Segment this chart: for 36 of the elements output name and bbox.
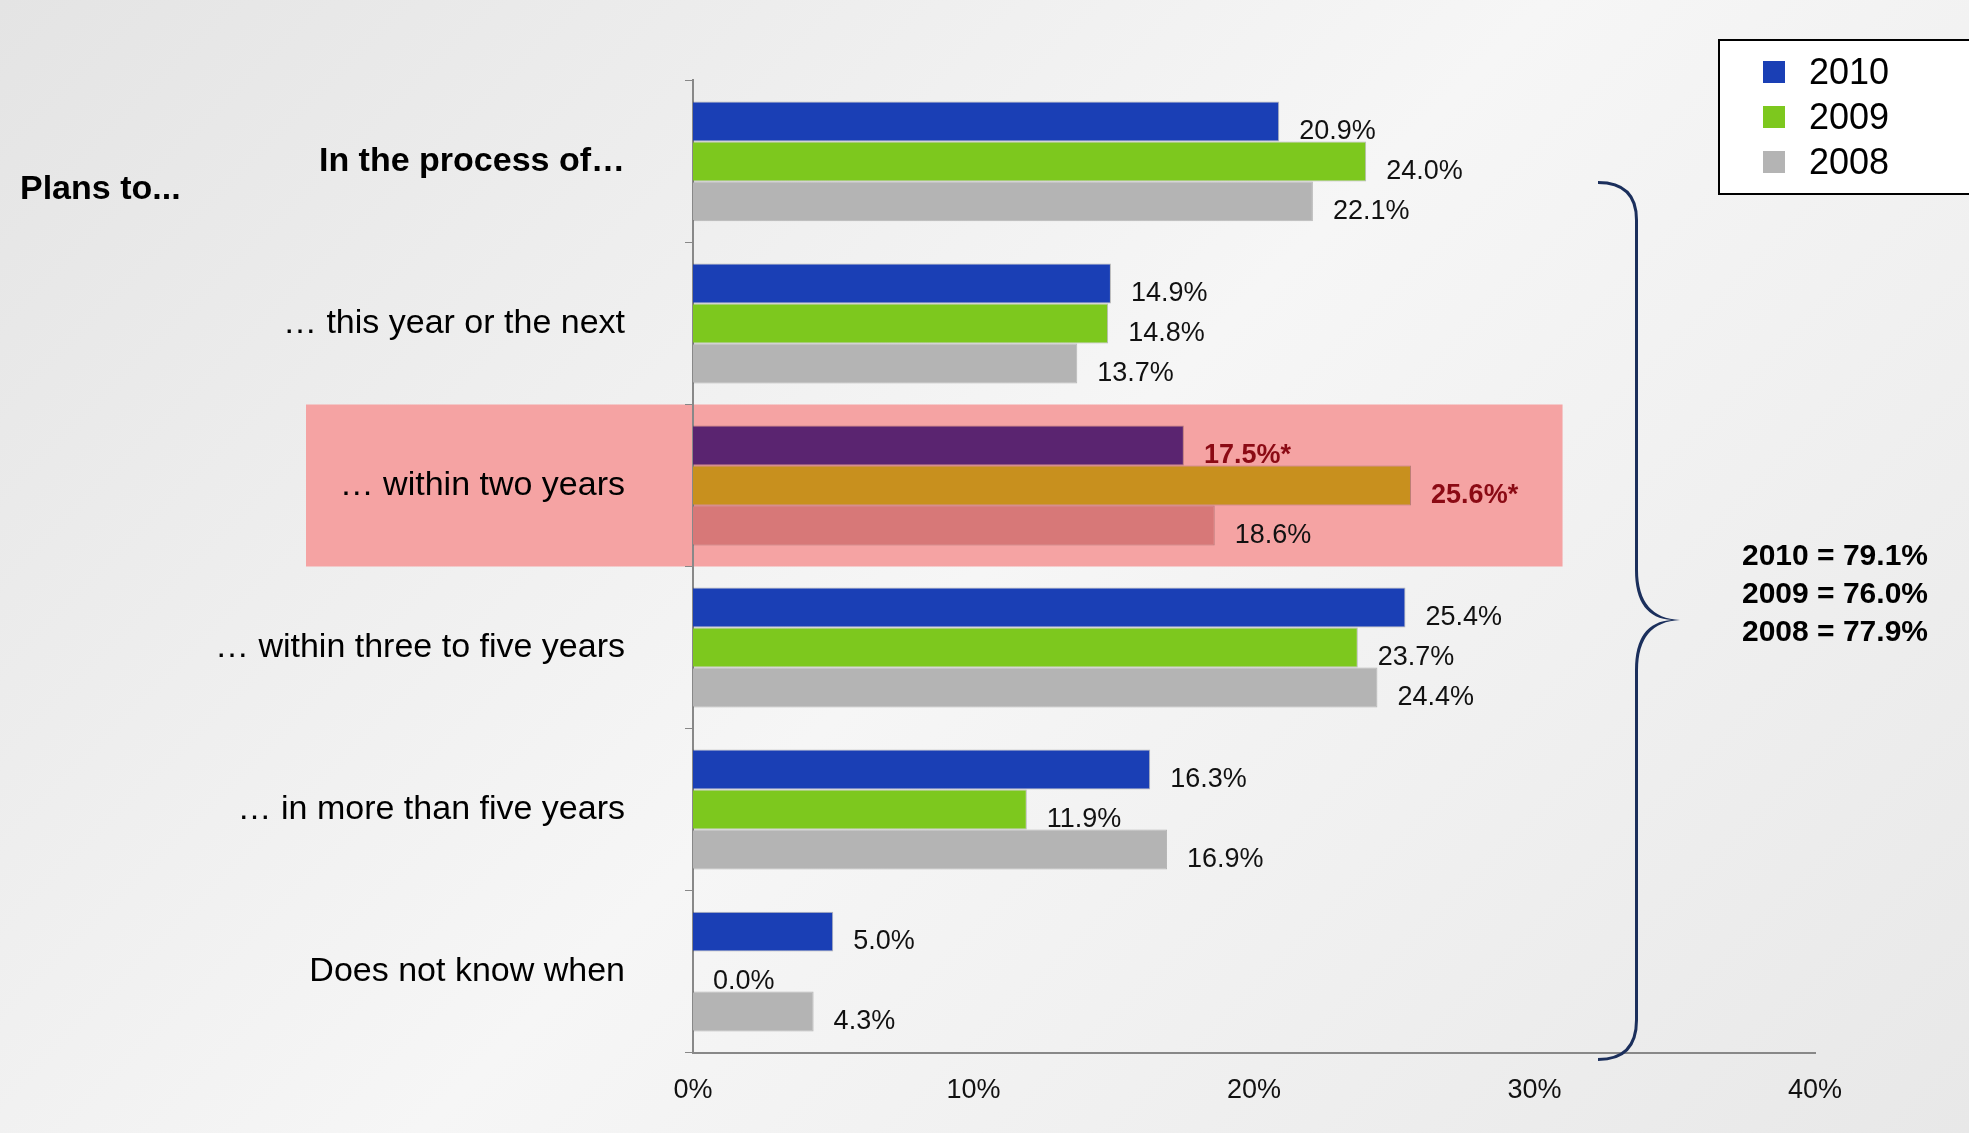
data-label: 24.4% xyxy=(1397,680,1474,711)
x-tick-label: 40% xyxy=(1787,1074,1843,1105)
data-label: 20.9% xyxy=(1299,114,1376,145)
y-tick-label: … within three to five years xyxy=(214,625,625,664)
data-label: 13.7% xyxy=(1097,356,1174,387)
y-tick-label: Does not know when xyxy=(309,949,625,988)
x-tick-label: 0% xyxy=(673,1074,713,1105)
x-tick-label: 30% xyxy=(1507,1074,1562,1105)
data-label: 17.5%* xyxy=(1203,438,1292,469)
y-tick-label: … within two years xyxy=(339,463,625,502)
data-label: 16.9% xyxy=(1187,842,1264,873)
data-label: 14.9% xyxy=(1130,276,1208,307)
legend-label: 2010 xyxy=(1809,50,1890,92)
data-label: 23.7% xyxy=(1377,640,1455,671)
data-label: 24.0% xyxy=(1386,154,1463,185)
y-tick-label: In the process of… xyxy=(318,139,625,178)
x-tick-label: 10% xyxy=(946,1074,1001,1105)
y-tick-label: … this year or the next xyxy=(282,301,626,340)
legend-label: 2008 xyxy=(1809,140,1890,182)
text: Plans to... xyxy=(20,168,181,207)
data-label: 18.6% xyxy=(1234,518,1312,549)
data-label: 11.9% xyxy=(1046,803,1122,833)
data-label: 25.4% xyxy=(1425,601,1503,631)
annotation: 2008 = 77.9% xyxy=(1742,614,1928,647)
x-tick-label: 20% xyxy=(1226,1074,1282,1105)
data-label: 22.1% xyxy=(1332,194,1410,225)
data-label: 5.0% xyxy=(853,925,915,956)
data-label: 25.6%* xyxy=(1431,478,1519,509)
data-label: 4.3% xyxy=(833,1005,896,1035)
y-tick-label: … in more than five years xyxy=(237,787,625,826)
annotation: 2010 = 79.1% xyxy=(1742,538,1928,571)
data-label: 16.3% xyxy=(1170,763,1247,794)
data-label: 14.8% xyxy=(1128,316,1205,347)
annotation: 2009 = 76.0% xyxy=(1742,576,1928,609)
legend-label: 2009 xyxy=(1809,95,1890,137)
data-label: 0.0% xyxy=(713,965,775,996)
